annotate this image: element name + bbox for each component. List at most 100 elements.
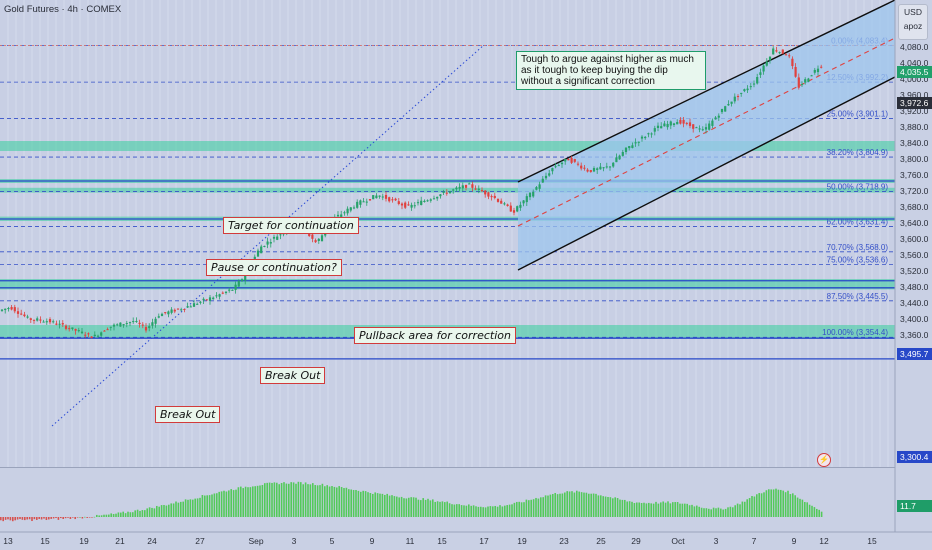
candle-body <box>730 101 733 104</box>
candle-body <box>765 61 768 66</box>
unit-label: apoz <box>903 21 923 31</box>
oscillator-bar <box>93 516 96 518</box>
oscillator-bar <box>516 501 518 517</box>
oscillator-bar <box>571 491 573 517</box>
alert-icon[interactable]: ⚡ <box>817 453 831 467</box>
candle-body <box>724 106 727 112</box>
channel-lower-line <box>517 76 896 271</box>
oscillator-bar <box>561 493 564 517</box>
oscillator-bar <box>79 516 81 518</box>
candle-body <box>112 324 116 327</box>
candle-body <box>656 125 660 128</box>
oscillator-bar <box>415 497 417 517</box>
candle-body <box>746 88 749 91</box>
oscillator-bar <box>393 496 396 517</box>
candle-body <box>244 274 247 281</box>
oscillator-bar <box>820 511 823 517</box>
oscillator-bar <box>220 491 223 517</box>
oscillator-bar <box>448 503 451 517</box>
breakout-annotation-upper[interactable]: Break Out <box>260 367 326 384</box>
oscillator-bar <box>597 495 600 517</box>
oscillator-bar <box>621 499 624 517</box>
candle-body <box>391 199 394 201</box>
candle-body <box>599 166 602 170</box>
price-tick-label: 3,480.0 <box>900 282 929 292</box>
oscillator-histogram: 50.025.00.0 <box>0 465 932 532</box>
oscillator-bar <box>456 504 458 517</box>
oscillator-bar <box>213 493 216 517</box>
oscillator-bar <box>194 498 196 517</box>
oscillator-bar <box>580 492 583 517</box>
oscillator-bar <box>717 507 720 517</box>
oscillator-bar <box>91 517 93 518</box>
oscillator-bar <box>657 503 660 517</box>
time-tick-label: 15 <box>437 536 447 546</box>
candle-body <box>647 133 650 135</box>
oscillator-bar <box>352 490 355 517</box>
time-axis[interactable]: 13 15 19 21 24 27 Sep 3 5 9 11 15 17 19 23 25 29 Oct 3 7 9 12… <box>0 531 932 550</box>
oscillator-bar <box>146 508 148 517</box>
target-annotation[interactable]: Target for continuation <box>223 217 359 234</box>
candle-body <box>23 314 26 317</box>
candle-body <box>372 195 375 200</box>
oscillator-bar <box>124 513 127 517</box>
oscillator-bar <box>345 487 348 517</box>
oscillator-bar <box>38 517 40 519</box>
candle-body <box>154 318 157 324</box>
oscillator-bar <box>547 495 549 517</box>
pullback-annotation[interactable]: Pullback area for correction <box>354 327 516 344</box>
candle-body <box>650 133 653 135</box>
oscillator-bar <box>326 485 328 517</box>
fib-level-label: 87.50% (3,445.5) <box>827 292 889 301</box>
candle-body <box>432 198 436 200</box>
oscillator-bar <box>4 517 7 520</box>
oscillator-bar <box>2 517 4 522</box>
oscillator-bar <box>780 489 782 517</box>
currency-selector[interactable]: USD apoz <box>898 4 928 40</box>
oscillator-bar <box>631 501 633 517</box>
breakout-annotation-lower[interactable]: Break Out <box>155 406 221 423</box>
oscillator-bar <box>398 497 400 517</box>
oscillator-bar <box>556 494 559 517</box>
candle-body <box>93 334 96 337</box>
candle-body <box>416 202 420 204</box>
oscillator-bar <box>259 485 261 517</box>
price-axis[interactable]: 4,080.0 4,040.0 4,000.0 3,960.0 3,920.0 3,880… <box>894 0 932 532</box>
pause-annotation[interactable]: Pause or continuation? <box>206 259 342 276</box>
oscillator-bar <box>444 502 446 517</box>
analysis-note[interactable]: Tough to argue against higher as much as… <box>516 51 706 90</box>
oscillator-bar <box>386 493 388 517</box>
oscillator-bar <box>518 501 520 517</box>
candle-body <box>580 165 583 169</box>
oscillator-bar <box>331 486 333 517</box>
oscillator-bar <box>280 483 283 517</box>
oscillator-bar <box>228 490 230 517</box>
oscillator-bar <box>307 484 309 517</box>
oscillator-bar <box>100 515 103 517</box>
time-tick-label: 15 <box>867 536 877 546</box>
candle-body <box>695 127 698 129</box>
oscillator-bar <box>525 499 528 517</box>
candle-body <box>640 136 644 139</box>
oscillator-bar <box>753 496 756 517</box>
candle-body <box>445 192 448 194</box>
oscillator-bar <box>508 504 511 517</box>
candle-body <box>160 313 164 317</box>
candle-body <box>80 331 84 334</box>
oscillator-bar <box>396 496 398 517</box>
oscillator-bar <box>789 494 792 517</box>
candle-body <box>602 167 605 169</box>
oscillator-bar <box>715 508 717 517</box>
candle-body <box>804 79 807 83</box>
oscillator-bar <box>216 493 218 517</box>
candle-body <box>173 309 176 312</box>
oscillator-bar <box>208 495 211 517</box>
oscillator-bar <box>432 499 434 517</box>
candle-body <box>135 320 138 322</box>
price-tick-label: 4,000.0 <box>900 74 929 84</box>
oscillator-bar <box>403 498 405 517</box>
price-tick-label: 3,680.0 <box>900 202 929 212</box>
oscillator-bar <box>751 495 753 517</box>
symbol-title[interactable]: Gold Futures · 4h · COMEX <box>4 4 122 15</box>
